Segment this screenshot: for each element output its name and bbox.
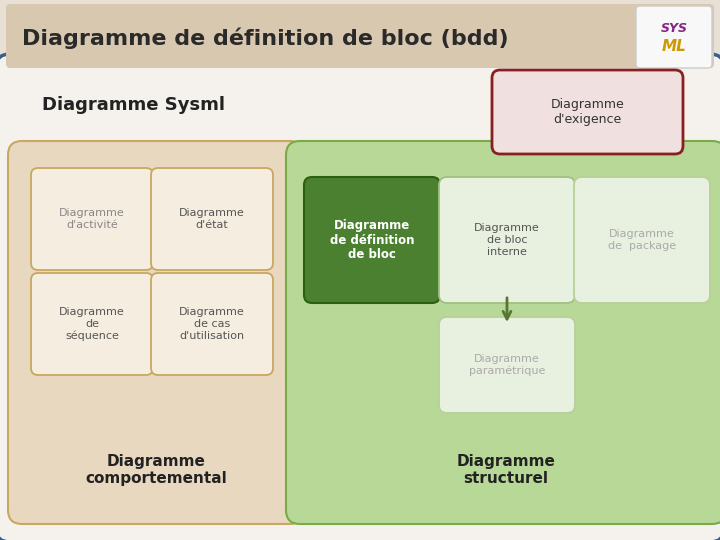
FancyBboxPatch shape xyxy=(492,70,683,154)
FancyBboxPatch shape xyxy=(304,177,440,303)
FancyBboxPatch shape xyxy=(636,6,712,68)
Text: Diagramme
de cas
d'utilisation: Diagramme de cas d'utilisation xyxy=(179,307,245,341)
Text: Diagramme
d'activité: Diagramme d'activité xyxy=(59,208,125,230)
FancyBboxPatch shape xyxy=(151,168,273,270)
Text: Diagramme
paramétrique: Diagramme paramétrique xyxy=(469,354,545,376)
FancyBboxPatch shape xyxy=(286,141,720,524)
Text: Diagramme de définition de bloc (bdd): Diagramme de définition de bloc (bdd) xyxy=(22,27,508,49)
FancyBboxPatch shape xyxy=(574,177,710,303)
Text: Diagramme Sysml: Diagramme Sysml xyxy=(42,96,225,114)
FancyBboxPatch shape xyxy=(31,273,153,375)
Text: Diagramme
de définition
de bloc: Diagramme de définition de bloc xyxy=(330,219,414,261)
FancyBboxPatch shape xyxy=(6,4,714,68)
FancyBboxPatch shape xyxy=(0,54,720,540)
Text: ML: ML xyxy=(662,39,686,54)
Text: Diagramme
d'exigence: Diagramme d'exigence xyxy=(551,98,624,126)
FancyBboxPatch shape xyxy=(31,168,153,270)
FancyBboxPatch shape xyxy=(439,317,575,413)
Text: Diagramme
de
séquence: Diagramme de séquence xyxy=(59,307,125,341)
Text: Diagramme
comportemental: Diagramme comportemental xyxy=(85,454,227,486)
Text: Diagramme
de  package: Diagramme de package xyxy=(608,229,676,251)
Text: Diagramme
de bloc
interne: Diagramme de bloc interne xyxy=(474,224,540,256)
Text: SYS: SYS xyxy=(660,22,688,36)
FancyBboxPatch shape xyxy=(439,177,575,303)
Text: Diagramme
d'état: Diagramme d'état xyxy=(179,208,245,230)
Text: Diagramme
structurel: Diagramme structurel xyxy=(456,454,555,486)
FancyBboxPatch shape xyxy=(8,141,304,524)
FancyBboxPatch shape xyxy=(151,273,273,375)
